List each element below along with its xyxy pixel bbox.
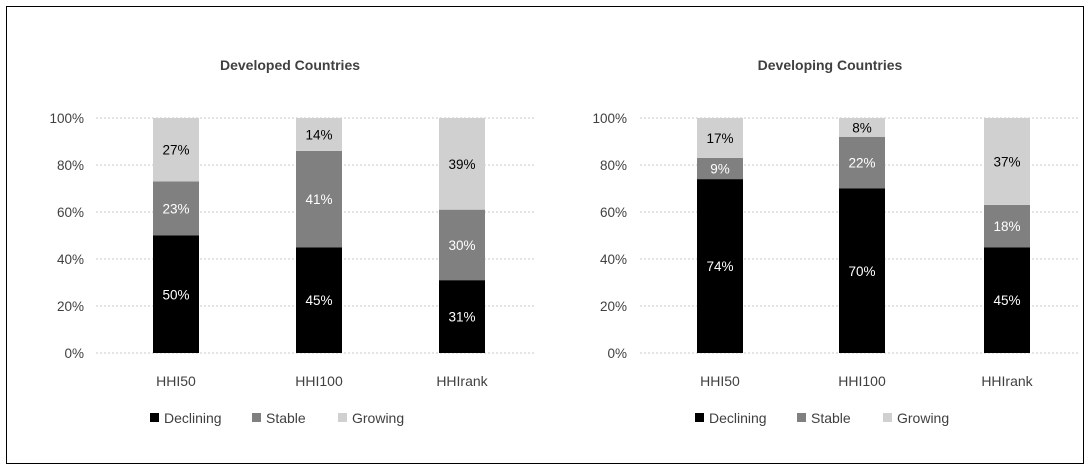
bar-segment-stable <box>439 209 485 281</box>
bar-segment-declining <box>439 280 485 353</box>
bar-segment-declining <box>839 188 885 353</box>
data-label: 18% <box>993 219 1020 234</box>
data-label: 14% <box>305 127 332 142</box>
bar-segment-declining <box>697 179 743 353</box>
legend-swatch-stable <box>252 413 261 422</box>
data-label: 27% <box>162 143 189 158</box>
bar-segment-growing <box>296 118 342 151</box>
y-tick-label: 20% <box>600 299 627 314</box>
bar-segment-growing <box>839 118 885 137</box>
y-tick-label: 100% <box>592 111 627 126</box>
bar-segment-stable <box>153 181 199 236</box>
legend-swatch-declining <box>150 413 159 422</box>
legend-label-growing: Growing <box>352 410 404 426</box>
bar-segment-declining <box>153 235 199 353</box>
legend-label-declining: Declining <box>709 410 767 426</box>
legend-swatch-growing <box>338 413 347 422</box>
bar-segment-stable <box>697 157 743 180</box>
bar-segment-growing <box>439 118 485 210</box>
data-label: 45% <box>993 293 1020 308</box>
bar-segment-declining <box>296 247 342 353</box>
data-label: 50% <box>162 287 189 302</box>
data-label: 23% <box>162 201 189 216</box>
chart-title: Developed Countries <box>220 57 360 73</box>
data-label: 37% <box>993 154 1020 169</box>
x-tick-label: HHI100 <box>295 373 343 389</box>
data-label: 45% <box>305 293 332 308</box>
chart-title: Developing Countries <box>758 57 903 73</box>
legend-label-stable: Stable <box>811 410 851 426</box>
y-tick-label: 40% <box>57 252 84 267</box>
data-label: 39% <box>448 157 475 172</box>
data-label: 74% <box>706 259 733 274</box>
data-label: 17% <box>706 131 733 146</box>
bar-segment-stable <box>296 150 342 248</box>
legend-label-growing: Growing <box>897 410 949 426</box>
legend-swatch-declining <box>695 413 704 422</box>
x-tick-label: HHI100 <box>838 373 886 389</box>
y-tick-label: 80% <box>600 158 627 173</box>
legend-label-stable: Stable <box>266 410 306 426</box>
bar-segment-growing <box>697 118 743 158</box>
y-tick-label: 100% <box>49 111 84 126</box>
data-label: 30% <box>448 238 475 253</box>
data-label: 9% <box>710 162 730 177</box>
bar-segment-growing <box>153 118 199 182</box>
y-tick-label: 60% <box>600 205 627 220</box>
bar-segment-growing <box>984 118 1030 205</box>
x-tick-label: HHIrank <box>981 373 1033 389</box>
x-tick-label: HHIrank <box>436 373 488 389</box>
x-tick-label: HHI50 <box>700 373 740 389</box>
y-tick-label: 40% <box>600 252 627 267</box>
legend-swatch-stable <box>797 413 806 422</box>
x-tick-label: HHI50 <box>156 373 196 389</box>
bar-segment-stable <box>984 204 1030 248</box>
y-tick-label: 80% <box>57 158 84 173</box>
y-tick-label: 0% <box>607 346 627 361</box>
data-label: 31% <box>448 310 475 325</box>
y-tick-label: 60% <box>57 205 84 220</box>
bar-segment-stable <box>839 136 885 189</box>
legend-label-declining: Declining <box>164 410 222 426</box>
data-label: 70% <box>848 264 875 279</box>
legend-swatch-growing <box>883 413 892 422</box>
data-label: 22% <box>848 156 875 171</box>
data-label: 41% <box>305 192 332 207</box>
y-tick-label: 0% <box>64 346 84 361</box>
y-tick-label: 20% <box>57 299 84 314</box>
data-label: 8% <box>852 120 872 135</box>
bar-segment-declining <box>984 247 1030 353</box>
